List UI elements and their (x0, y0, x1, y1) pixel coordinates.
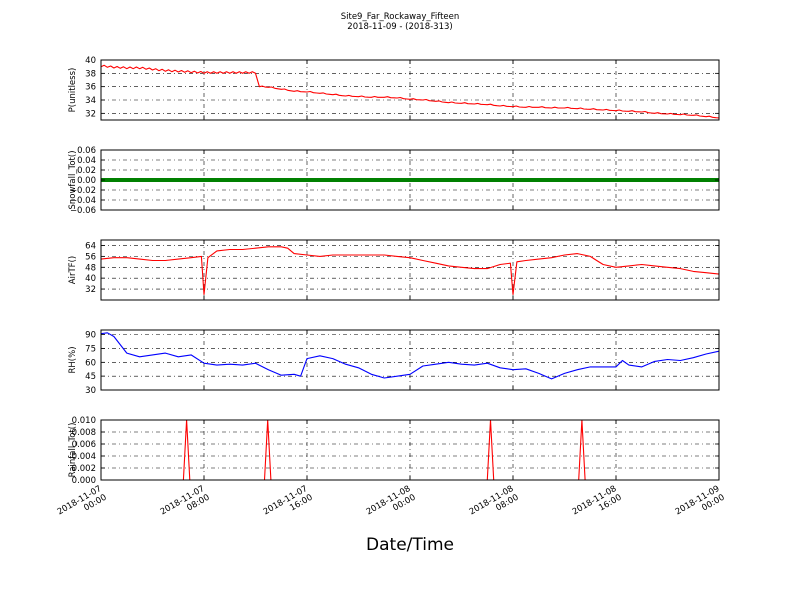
series-line-rh (100, 332, 720, 380)
y-tick-label: 30 (85, 386, 96, 396)
y-tick-label: 0.002 (72, 464, 96, 474)
y-tick-label: 32 (85, 109, 96, 119)
series-line-pressure (100, 64, 720, 119)
y-tick-label: 56 (85, 252, 96, 262)
y-tick-label: 45 (85, 372, 96, 382)
y-tick-label: −0.02 (70, 186, 96, 196)
y-tick-label: 64 (85, 241, 96, 251)
figure-subtitle: 2018-11-09 - (2018-313) (347, 22, 452, 32)
x-tick-label: 2018-11-0900:00 (674, 484, 727, 526)
y-tick-label: 40 (85, 56, 96, 66)
x-axis-tick-labels: 2018-11-0700:00 2018-11-0708:00 2018-11-07… (56, 484, 727, 526)
y-tick-label: 60 (85, 358, 96, 368)
series-line-airtemp (100, 246, 720, 296)
y-tick-label: 0.008 (72, 428, 96, 438)
y-tick-label: 0.010 (72, 416, 96, 426)
y-tick-label: −0.04 (70, 196, 96, 206)
y-tick-label: 40 (85, 274, 96, 284)
x-tick-label: 2018-11-0716:00 (262, 484, 315, 526)
y-tick-label: 38 (85, 69, 96, 79)
x-tick-label: 2018-11-0708:00 (159, 484, 212, 526)
y-tick-label: 48 (85, 263, 96, 273)
y-tick-label: 0.000 (72, 476, 96, 486)
y-tick-label: 0.06 (77, 146, 96, 156)
panel-rainfall: 0.000 0.002 0.004 0.006 0.008 0.010Rainfall_T… (68, 416, 720, 486)
y-axis-label: Rainfall_Tot() (68, 423, 78, 478)
y-tick-label: 32 (85, 285, 96, 295)
y-tick-label: 0.02 (77, 166, 96, 176)
y-tick-label: 0.04 (77, 156, 96, 166)
y-tick-label: 34 (85, 96, 96, 106)
x-tick-label: 2018-11-0816:00 (571, 484, 624, 526)
y-axis-label: AirTF() (68, 256, 78, 284)
chart-panels: 3234363840P(unitless)−0.06−0.04−0.020.00… (68, 56, 720, 486)
panel-pressure: 32 34 36 38 40 P(unitless) (68, 56, 720, 121)
panel-rh: 30 45 60 75 90 RH(%) (68, 329, 720, 396)
y-axis-label: P(unitless) (68, 68, 78, 113)
x-tick-label: 2018-11-0700:00 (56, 484, 109, 526)
x-tick-label: 2018-11-0800:00 (365, 484, 418, 526)
y-tick-label: 36 (85, 83, 96, 93)
y-tick-label: 0.006 (72, 440, 96, 450)
y-tick-label: 0.004 (72, 452, 96, 462)
y-axis-label: RH(%) (68, 346, 78, 373)
y-tick-label: 75 (85, 344, 96, 354)
y-tick-label: 0.00 (77, 176, 96, 186)
y-axis-label: Snowfall_Tot() (68, 150, 78, 209)
figure-title: Site9_Far_Rockaway_Fifteen (341, 12, 460, 22)
y-tick-label: −0.06 (70, 206, 96, 216)
panel-snowfall: −0.06−0.04−0.020.000.020.040.06Snowfall_… (68, 146, 720, 216)
x-axis-label: Date/Time (366, 535, 454, 555)
y-tick-label: 90 (85, 331, 96, 341)
x-tick-label: 2018-11-0808:00 (468, 484, 521, 526)
